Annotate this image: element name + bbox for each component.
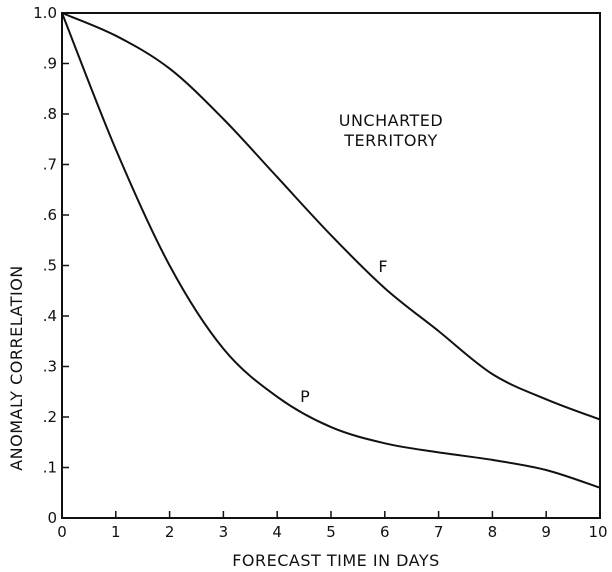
x-tick-label: 4	[272, 523, 282, 541]
series-label-p: P	[300, 387, 310, 406]
y-tick-label: .7	[43, 156, 57, 174]
plot-frame	[61, 12, 601, 519]
y-tick-label: .8	[43, 105, 57, 123]
y-tick-label: .1	[43, 459, 57, 477]
x-tick-label: 2	[165, 523, 175, 541]
y-tick-label: .4	[43, 307, 57, 325]
y-tick-label: .5	[43, 257, 57, 275]
series-line-p	[61, 12, 601, 489]
annotation-uncharted: UNCHARTED	[339, 111, 443, 130]
x-axis-label: FORECAST TIME IN DAYS	[232, 551, 440, 570]
x-tick-label: 1	[111, 523, 121, 541]
x-tick-label: 0	[57, 523, 67, 541]
x-tick-label: 3	[219, 523, 229, 541]
annotation-territory: TERRITORY	[343, 131, 438, 150]
x-axis-ticks: 0 1 2 3 4 5 6 7 8 9 10	[57, 511, 608, 541]
y-tick-label: 1.0	[33, 4, 57, 22]
x-tick-label: 8	[488, 523, 498, 541]
y-tick-label: .2	[43, 408, 57, 426]
series-line-f	[61, 12, 601, 421]
y-tick-label: .3	[43, 358, 57, 376]
y-axis-label: ANOMALY CORRELATION	[7, 265, 26, 471]
x-tick-label: 10	[588, 523, 607, 541]
x-tick-label: 7	[434, 523, 444, 541]
y-tick-label: .6	[43, 206, 57, 224]
x-tick-label: 6	[380, 523, 390, 541]
y-tick-label: 0	[47, 509, 57, 527]
y-tick-label: .9	[43, 55, 57, 73]
series-label-f: F	[378, 257, 387, 276]
y-axis-ticks: 0 .1 .2 .3 .4 .5 .6 .7 .8 .9 1.0	[33, 4, 69, 527]
x-tick-label: 5	[326, 523, 336, 541]
series-layer	[61, 12, 601, 489]
x-tick-label: 9	[541, 523, 551, 541]
